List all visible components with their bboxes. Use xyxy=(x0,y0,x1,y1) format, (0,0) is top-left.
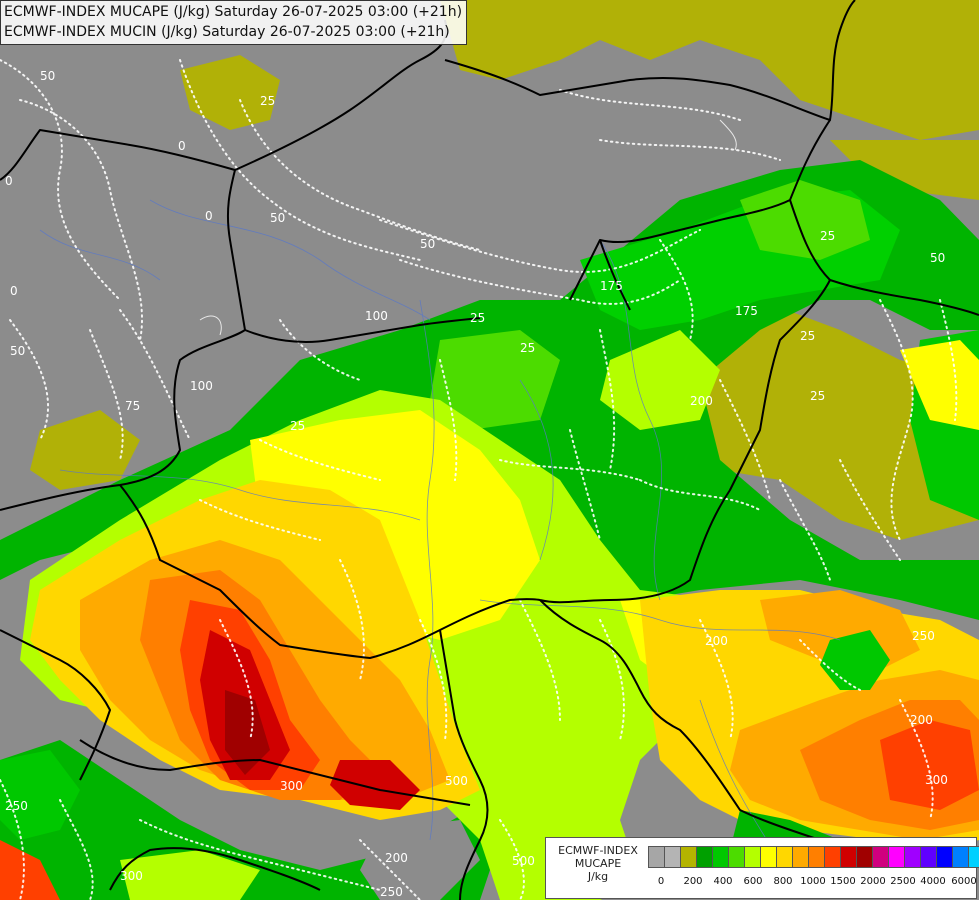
legend-tick: 1000 xyxy=(800,876,826,887)
contour-label: 75 xyxy=(125,399,140,413)
contour-label: 25 xyxy=(810,389,825,403)
contour-label: 25 xyxy=(470,311,485,325)
contour-label: 200 xyxy=(910,713,933,727)
legend-swatch xyxy=(872,846,888,868)
contour-label: 0 xyxy=(205,209,213,223)
high-cape-core xyxy=(30,480,480,820)
contour-label: 25 xyxy=(800,329,815,343)
legend-swatch xyxy=(744,846,760,868)
contour-label: 0 xyxy=(178,139,186,153)
legend-tick: 4000 xyxy=(920,876,946,887)
contour-label: 25 xyxy=(820,229,835,243)
contour-label: 25 xyxy=(260,94,275,108)
legend-swatch xyxy=(952,846,968,868)
legend-tick-labels: 0 200 400 600 800 1000 1500 2000 2500 4000 6000 xyxy=(648,876,978,890)
contour-label: 500 xyxy=(512,854,535,868)
contour-label: 100 xyxy=(190,379,213,393)
legend-swatch xyxy=(680,846,696,868)
contour-label: 25 xyxy=(520,341,535,355)
legend-swatch xyxy=(888,846,904,868)
contour-label: 300 xyxy=(120,869,143,883)
map-title: ECMWF-INDEX MUCAPE (J/kg) Saturday 26-07… xyxy=(0,0,468,45)
legend-swatch xyxy=(936,846,952,868)
contour-label: 175 xyxy=(735,304,758,318)
legend-tick: 400 xyxy=(713,876,733,887)
southwest-edge xyxy=(0,750,480,900)
legend-color-scale xyxy=(648,846,979,868)
contour-label: 50 xyxy=(40,69,55,83)
legend-swatch xyxy=(824,846,840,868)
legend-tick: 0 xyxy=(657,876,665,887)
legend-caption: ECMWF-INDEX MUCAPE J/kg xyxy=(550,844,646,883)
rivers xyxy=(39,199,841,861)
legend-swatch xyxy=(664,846,680,868)
legend-caption-parameter: MUCAPE xyxy=(574,857,622,870)
title-line-mucin: ECMWF-INDEX MUCIN (J/kg) Saturday 26-07-… xyxy=(4,24,450,40)
contour-label: 100 xyxy=(365,309,388,323)
legend-tick: 6000 xyxy=(951,876,977,887)
legend-tick: 600 xyxy=(743,876,763,887)
legend-tick: 2000 xyxy=(860,876,886,887)
contour-labels: 50 25 0 0 50 0 50 0 175 100 50 25 75 100… xyxy=(5,69,948,899)
contour-label: 250 xyxy=(5,799,28,813)
contour-label: 200 xyxy=(705,634,728,648)
legend-tick: 2500 xyxy=(890,876,916,887)
legend-swatch xyxy=(904,846,920,868)
mucin-contours xyxy=(0,59,958,900)
legend-swatch xyxy=(696,846,712,868)
legend-swatch xyxy=(760,846,776,868)
legend-tick: 1500 xyxy=(830,876,856,887)
contour-label: 500 xyxy=(445,774,468,788)
contour-label: 50 xyxy=(270,211,285,225)
contour-label: 300 xyxy=(280,779,303,793)
legend-swatch xyxy=(728,846,744,868)
legend-swatch xyxy=(856,846,872,868)
contour-label: 300 xyxy=(925,773,948,787)
legend-tick: 200 xyxy=(683,876,703,887)
contour-label: 50 xyxy=(10,344,25,358)
contour-label: 50 xyxy=(420,237,435,251)
legend-tick: 800 xyxy=(773,876,793,887)
legend-swatch xyxy=(712,846,728,868)
legend-caption-unit: J/kg xyxy=(587,870,609,883)
legend-swatch xyxy=(920,846,936,868)
legend-swatch xyxy=(648,846,664,868)
legend-swatch xyxy=(792,846,808,868)
legend-swatch xyxy=(776,846,792,868)
contour-label: 25 xyxy=(290,419,305,433)
contour-label: 50 xyxy=(930,251,945,265)
contour-label: 175 xyxy=(600,279,623,293)
southeast-cape-cluster xyxy=(640,590,979,860)
legend-swatch xyxy=(840,846,856,868)
contour-label: 250 xyxy=(912,629,935,643)
legend-swatch xyxy=(808,846,824,868)
legend-swatch xyxy=(968,846,979,868)
coast-outlines xyxy=(199,119,737,336)
contour-label: 0 xyxy=(5,174,13,188)
legend-caption-source: ECMWF-INDEX xyxy=(558,844,638,857)
contour-label: 200 xyxy=(690,394,713,408)
contour-label: 0 xyxy=(10,284,18,298)
title-line-mucape: ECMWF-INDEX MUCAPE (J/kg) Saturday 26-07… xyxy=(4,4,463,20)
contour-label: 250 xyxy=(380,885,403,899)
color-legend: ECMWF-INDEX MUCAPE J/kg 0 200 400 600 800 100… xyxy=(545,837,979,899)
contour-label: 200 xyxy=(385,851,408,865)
